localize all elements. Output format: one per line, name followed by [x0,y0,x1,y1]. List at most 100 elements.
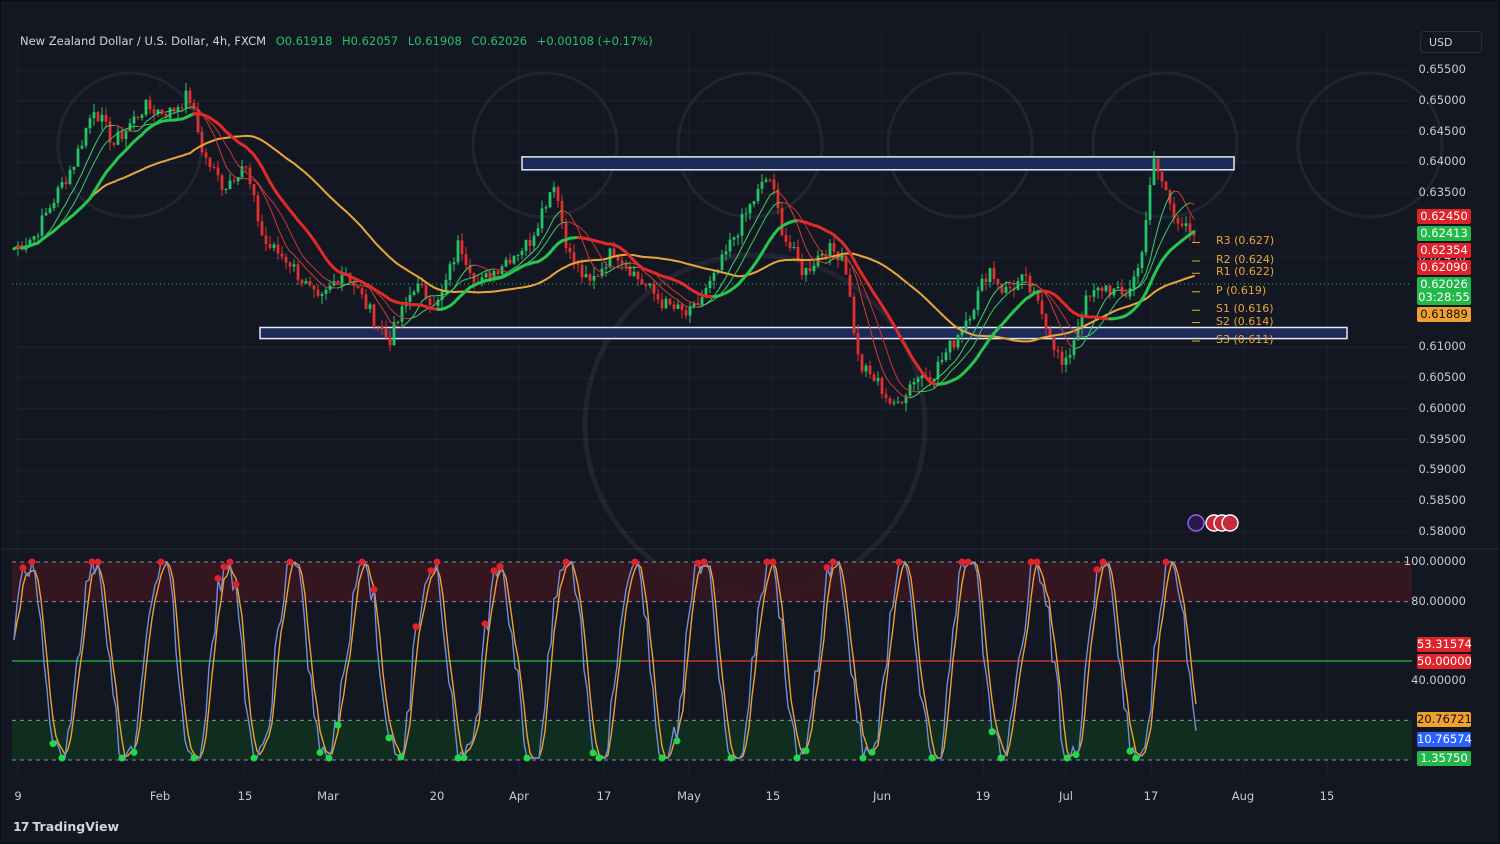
price-tick-label: 0.63500 [1418,185,1466,200]
ma-fast-1-seg [805,247,811,257]
tradingview-logo[interactable]: 17 TradingView [13,819,120,834]
ma-fast-2-seg [77,187,83,197]
time-tick-label: 17 [596,789,612,803]
ma-fast-1-seg [589,259,595,268]
ma-fast-1-seg [81,163,87,174]
candle-body [284,256,288,263]
buy-dot [868,748,876,756]
candle-body [104,114,108,122]
buy-dot [988,728,996,736]
candle-body [1088,295,1092,297]
ma-fast-1-seg [221,155,227,167]
candle-body [824,254,828,257]
ma-fast-2-seg [457,280,463,285]
candle-body [988,268,992,283]
sell-dot [1027,558,1035,566]
candle-body [992,268,996,279]
ma-fast-1-seg [277,227,283,238]
candle-body [772,179,776,190]
candle-body [44,212,48,216]
candle-body [868,365,872,375]
ma-fast-2-seg [297,247,303,256]
candle-body [132,116,136,124]
candle-body [592,275,596,281]
price-tag: 0.62026 [1417,277,1471,292]
ma-fast-2-seg [469,276,475,279]
ma-fast-2-seg [1065,319,1071,328]
ma-fast-1-seg [377,301,383,309]
ma-fast-1-seg [481,266,487,270]
candle-body [384,328,388,338]
ma-fast-1-seg [933,376,939,383]
ma-fast-1-seg [645,272,651,277]
ma-fast-1-seg [697,305,703,308]
buy-dot [1072,751,1080,759]
candle-body [216,167,220,176]
ma-fast-2-seg [821,251,827,258]
ma-fast-1-seg [797,225,803,239]
sell-dot [631,558,639,566]
ma-fast-1-seg [425,295,431,299]
candle-body [276,244,280,254]
candle-body [1100,287,1104,292]
candle-body [416,283,420,292]
ma-fast-1-seg [893,386,899,393]
ma-fast-2-seg [1025,281,1031,284]
candle-body [892,402,896,404]
ma-fast-2-seg [1105,311,1111,318]
candle-body [644,284,648,286]
candle-body [336,281,340,284]
sell-dot [88,558,96,566]
ma-fast-1-seg [509,267,515,272]
ma-fast-2-seg [269,198,275,205]
ma-fast-1-seg [885,376,891,384]
sell-dot [214,574,222,582]
ma-fast-1-seg [865,313,871,329]
ma-fast-2-seg [997,298,1003,305]
time-tick-label: Aug [1231,789,1255,803]
candle-body [944,352,948,361]
ma-fast-1-seg [461,269,467,276]
ma-fast-2-seg [501,269,507,273]
candle-body [828,243,832,257]
ma-fast-1-seg [209,126,215,136]
ma-fast-1-seg [213,134,219,146]
candle-body [1136,268,1140,277]
ma-fast-2-seg [265,193,271,200]
sell-dot [286,558,294,566]
ma-fast-1-seg [1165,194,1171,204]
time-tick-label: 9 [14,789,22,803]
candle-body [636,271,640,280]
candle-body [660,299,664,309]
price-tick-label: 0.58000 [1418,524,1466,538]
candle-body [980,278,984,291]
currency-button[interactable]: USD [1420,31,1482,53]
ma-fast-2-seg [213,125,219,133]
time-tick-label: 15 [237,789,253,803]
candle-body [136,116,140,118]
candle-body [516,254,520,256]
ohlc-open: O0.61918 [275,34,333,48]
symbol-name[interactable]: New Zealand Dollar / U.S. Dollar, 4h, FX… [20,34,267,48]
ma-fast-2-seg [85,170,91,180]
candle-body [528,240,532,246]
candle-body [208,157,212,168]
ma-fast-1-seg [1145,259,1151,274]
sell-dot [232,580,240,588]
buy-dot [793,754,801,762]
ma-fast-2-seg [1005,291,1011,296]
ma-fast-2-seg [181,108,187,112]
ma-fast-1-seg [369,288,375,296]
ma-fast-2-seg [221,137,227,146]
candle-body [156,109,160,114]
ma-fast-1-seg [905,396,911,399]
ma-fast-2-seg [593,244,599,253]
buy-dot [673,737,681,745]
ma-fast-1-seg [305,268,311,273]
candle-body [396,321,400,323]
ma-fast-1-seg [49,224,55,231]
ma-fast-2-seg [1089,331,1095,336]
candle-body [480,277,484,283]
ma-fast-1-seg [889,382,895,388]
